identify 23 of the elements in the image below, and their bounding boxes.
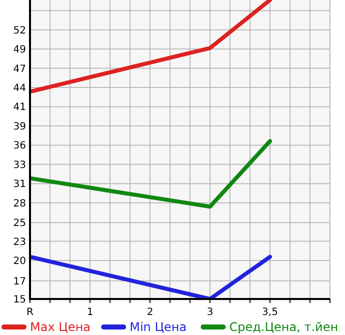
y-tick-label: 23 bbox=[13, 236, 26, 248]
legend-label: Max Цена bbox=[30, 320, 91, 334]
x-tick-label: 1 bbox=[86, 307, 94, 318]
y-tick-label: 47 bbox=[13, 64, 26, 75]
x-tick-label: 2 bbox=[146, 307, 154, 318]
x-tick-label: 3 bbox=[206, 307, 214, 318]
y-tick-label: 28 bbox=[13, 198, 26, 210]
y-tick-label: 41 bbox=[13, 102, 26, 114]
y-tick-label: 33 bbox=[13, 160, 26, 171]
y-tick-label: 15 bbox=[13, 294, 26, 306]
y-tick-label: 25 bbox=[13, 218, 26, 230]
y-tick-label: 31 bbox=[13, 179, 26, 190]
y-tick-label: 20 bbox=[13, 256, 26, 268]
y-tick-label: 49 bbox=[13, 44, 26, 56]
legend-label: Min Цена bbox=[130, 320, 187, 334]
y-tick-label: 39 bbox=[13, 121, 26, 132]
y-tick-label: 52 bbox=[13, 25, 26, 36]
y-tick-label: 17 bbox=[13, 276, 26, 288]
y-tick-label: 36 bbox=[13, 140, 26, 152]
y-tick-label: 44 bbox=[13, 83, 26, 94]
x-tick-label: 3,5 bbox=[262, 307, 278, 318]
x-tick-label: R bbox=[26, 307, 34, 318]
legend-label: Сред.Цена, т.йен bbox=[229, 320, 338, 334]
